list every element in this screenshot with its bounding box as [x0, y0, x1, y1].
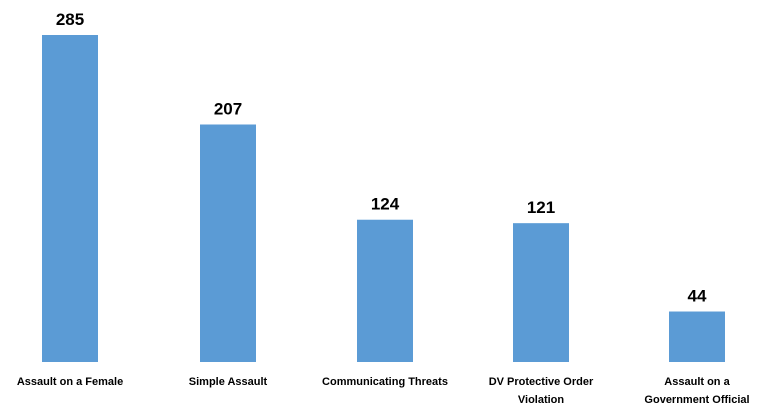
category-label-line: Assault on a Female	[17, 376, 123, 388]
category-label-line: Simple Assault	[189, 376, 268, 388]
value-labels-group: 285 207 124 121 44	[56, 10, 707, 306]
value-label-5: 44	[688, 287, 707, 306]
bar-2	[200, 124, 256, 362]
bars-group	[42, 35, 725, 362]
bar-5	[669, 311, 725, 362]
value-label-4: 121	[527, 198, 555, 217]
category-label-3: Communicating Threats	[322, 376, 448, 388]
category-label-5: Assault on a Government Official	[644, 376, 749, 406]
category-label-line: Communicating Threats	[322, 376, 448, 388]
category-label-1: Assault on a Female	[17, 376, 123, 388]
category-label-line: Violation	[518, 394, 565, 406]
bar-4	[513, 223, 569, 362]
category-labels-group: Assault on a Female Simple Assault Communi…	[17, 376, 750, 406]
bar-3	[357, 219, 413, 362]
category-label-line: DV Protective Order	[489, 376, 594, 388]
category-label-4: DV Protective Order Violation	[489, 376, 594, 406]
category-label-line: Assault on a	[664, 376, 730, 388]
category-label-2: Simple Assault	[189, 376, 268, 388]
value-label-3: 124	[371, 195, 400, 214]
category-label-line: Government Official	[644, 394, 749, 406]
value-label-2: 207	[214, 99, 242, 118]
bar-1	[42, 35, 98, 362]
value-label-1: 285	[56, 10, 84, 29]
